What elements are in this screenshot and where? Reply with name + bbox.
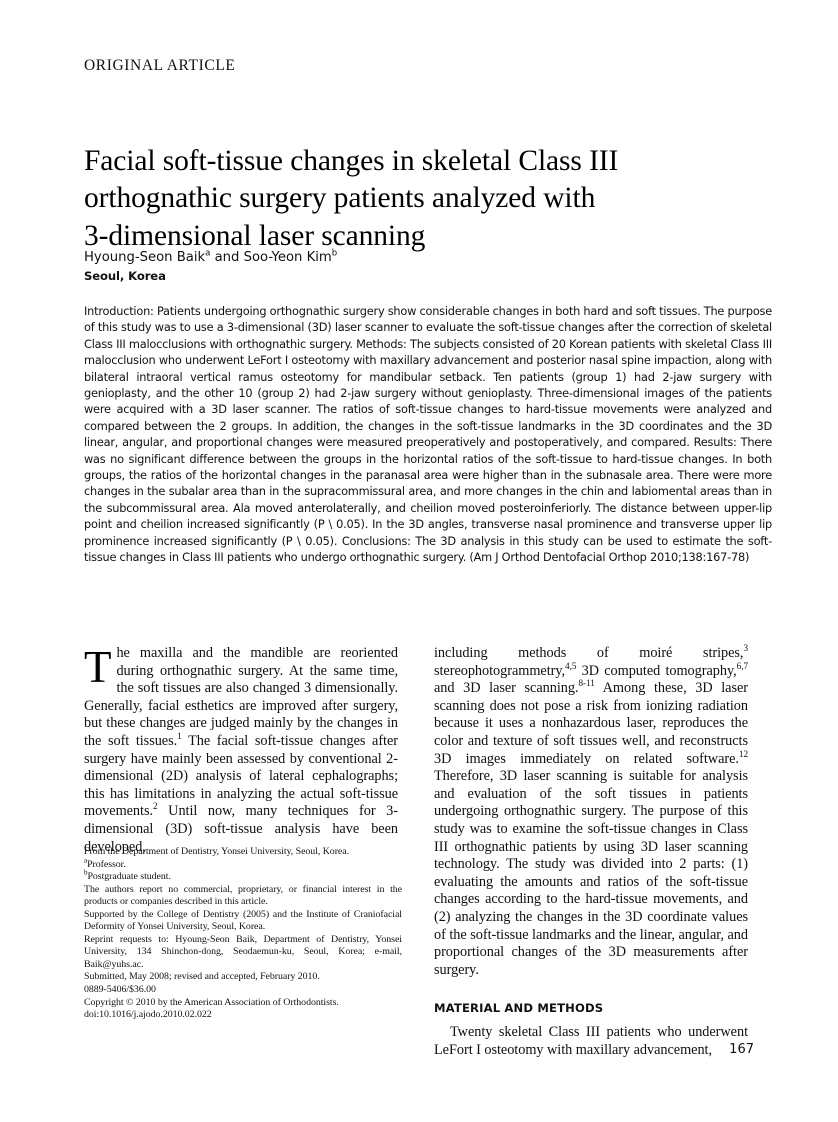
footnote-block: From the Department of Dentistry, Yonsei… bbox=[84, 846, 402, 1022]
intro-right-text-c: 3D computed tomography, bbox=[576, 662, 737, 679]
title-line-3: 3-dimensional laser scanning bbox=[84, 219, 426, 252]
drop-cap: T bbox=[84, 642, 112, 692]
author-list: Hyoung-Seon Baika and Soo-Yeon Kimb bbox=[84, 248, 774, 266]
intro-text-b: The facial soft-tissue changes after sur… bbox=[84, 732, 398, 820]
intro-paragraph-right: including methods of moiré stripes,3 ste… bbox=[434, 643, 748, 979]
section-heading-material-and-methods: MATERIAL AND METHODS bbox=[434, 1001, 604, 1016]
intro-right-text-d: and 3D laser scanning. bbox=[434, 680, 579, 697]
citation-ref-8-11: 8-11 bbox=[578, 678, 595, 689]
intro-right-text-e: Among these, 3D laser scanning does not … bbox=[434, 680, 748, 767]
intro-text-a: he maxilla and the mandible are reorient… bbox=[84, 645, 398, 749]
footnote-role-b-text: Postgraduate student. bbox=[87, 871, 171, 883]
footnote-disclosure: The authors report no commercial, propri… bbox=[84, 883, 402, 908]
intro-right-text-f: Therefore, 3D laser scanning is suitable… bbox=[434, 768, 748, 978]
citation-ref-12: 12 bbox=[738, 748, 748, 759]
footnote-affiliation: From the Department of Dentistry, Yonsei… bbox=[84, 846, 350, 857]
methods-paragraph-1: Twenty skeletal Class III patients who u… bbox=[434, 1024, 748, 1058]
intro-right-text-b: stereophotogrammetry, bbox=[434, 662, 566, 679]
intro-text-c: Until now, many techniques for 3-dimensi… bbox=[84, 803, 398, 855]
citation-ref-3: 3 bbox=[743, 643, 748, 654]
abstract-text: Introduction: Patients undergoing orthog… bbox=[84, 304, 773, 565]
footnote-issn: 0889-5406/$36.00 bbox=[84, 984, 156, 996]
footnote-marker-a: a bbox=[84, 856, 88, 865]
intro-right-text-a: including methods of moiré stripes, bbox=[434, 645, 744, 661]
page-title: Facial soft-tissue changes in skeletal C… bbox=[84, 143, 774, 256]
footnote-support: Supported by the College of Dentistry (2… bbox=[84, 908, 402, 933]
author-affiliation-marker-b: b bbox=[331, 248, 338, 259]
body-column-right: including methods of moiré stripes,3 ste… bbox=[434, 643, 748, 1059]
footnote-doi: doi:10.1016/j.ajodo.2010.02.022 bbox=[84, 1009, 212, 1021]
footnote-copyright: Copyright © 2010 by the American Associa… bbox=[84, 996, 339, 1008]
citation-ref-4-5: 4,5 bbox=[565, 660, 577, 671]
title-line-1: Facial soft-tissue changes in skeletal C… bbox=[84, 144, 619, 177]
citation-ref-2: 2 bbox=[153, 801, 158, 812]
footnote-role-b: bPostgraduate student. bbox=[84, 868, 402, 884]
footnote-reprint-requests: Reprint requests to: Hyoung-Seon Baik, D… bbox=[84, 933, 402, 970]
author-name-1: Hyoung-Seon Baik bbox=[84, 250, 206, 265]
author-conjunction: and bbox=[210, 250, 244, 265]
footnote-marker-b: b bbox=[84, 868, 88, 877]
title-line-2: orthognathic surgery patients analyzed w… bbox=[84, 182, 596, 215]
article-type-kicker: ORIGINAL ARTICLE bbox=[84, 57, 236, 74]
citation-ref-6-7: 6,7 bbox=[736, 660, 748, 671]
page-number: 167 bbox=[729, 1042, 754, 1057]
author-affiliation-marker-a: a bbox=[205, 248, 211, 259]
author-name-2: Soo-Yeon Kim bbox=[243, 250, 332, 265]
footnote-submitted-dates: Submitted, May 2008; revised and accepte… bbox=[84, 971, 320, 983]
footnote-role-a-text: Professor. bbox=[87, 858, 126, 870]
citation-ref-1: 1 bbox=[177, 731, 182, 742]
footnote-role-a: aProfessor. bbox=[84, 856, 402, 872]
author-city: Seoul, Korea bbox=[84, 269, 166, 283]
